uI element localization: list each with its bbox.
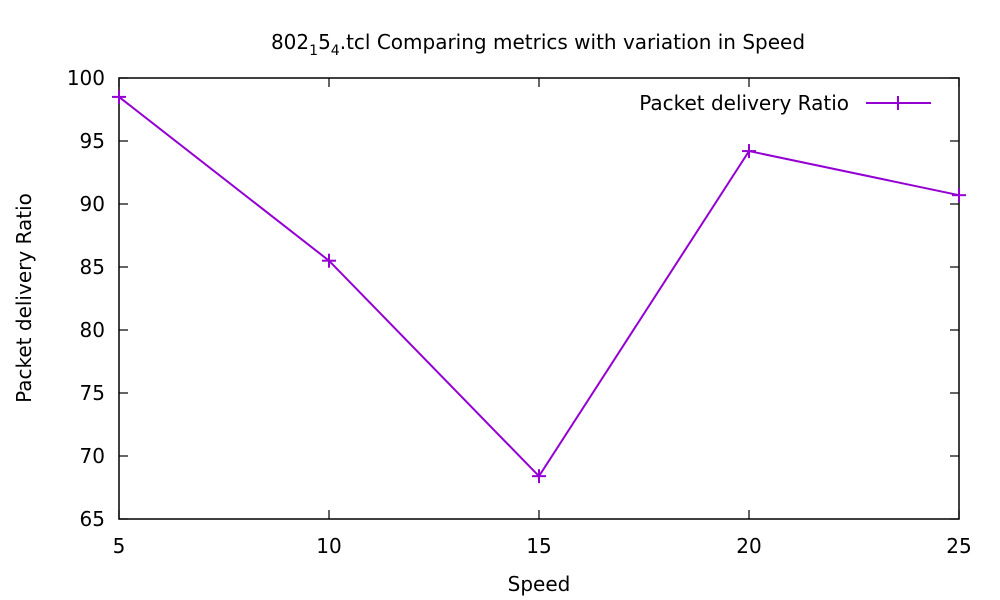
x-tick-label: 20	[736, 534, 761, 558]
y-tick-label: 100	[67, 66, 105, 90]
axis-ticks	[118, 77, 960, 520]
y-tick-label: 95	[80, 129, 105, 153]
axis-tick-labels: 5 10 15 20 25 65 70 75 80 85 90 95 100	[67, 66, 972, 558]
series-line	[118, 96, 960, 478]
y-tick-label: 90	[80, 192, 105, 216]
series-group	[112, 89, 966, 484]
x-axis-label: Speed	[508, 572, 571, 596]
chart-title: 802154.tcl Comparing metrics with variat…	[271, 30, 805, 59]
title-mid: 5	[318, 30, 331, 54]
data-point-marker	[532, 469, 546, 484]
data-point-marker	[952, 188, 966, 203]
title-base: 802	[271, 30, 309, 54]
y-tick-label: 65	[80, 507, 105, 531]
y-tick-label: 75	[80, 381, 105, 405]
legend-marker	[891, 96, 905, 110]
y-tick-label: 80	[80, 318, 105, 342]
title-subscript-1: 1	[309, 43, 318, 59]
x-tick-label: 25	[946, 534, 971, 558]
x-tick-label: 15	[526, 534, 551, 558]
title-rest: .tcl Comparing metrics with variation in…	[340, 30, 805, 54]
data-point-marker	[112, 89, 126, 104]
legend-plus	[891, 96, 905, 110]
x-tick-label: 10	[316, 534, 341, 558]
y-tick-label: 70	[80, 444, 105, 468]
data-point-marker	[742, 144, 756, 159]
legend: Packet delivery Ratio	[639, 91, 931, 115]
title-subscript-2: 4	[331, 43, 340, 59]
y-axis-label: Packet delivery Ratio	[12, 193, 36, 403]
data-point-marker	[322, 253, 336, 268]
x-tick-label: 5	[113, 534, 126, 558]
plot-frame	[118, 77, 960, 520]
legend-label: Packet delivery Ratio	[639, 91, 849, 115]
y-tick-label: 85	[80, 255, 105, 279]
